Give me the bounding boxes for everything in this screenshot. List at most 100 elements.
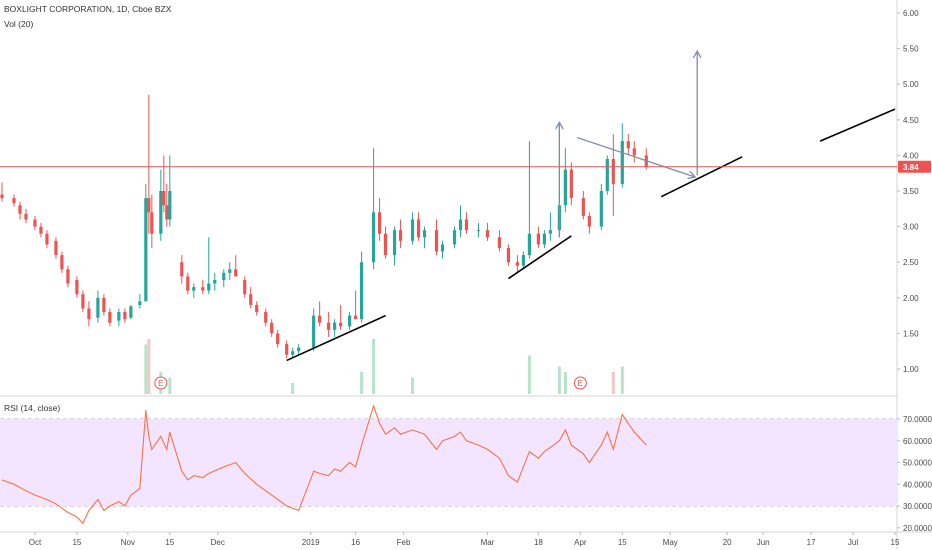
candle-body[interactable] (318, 315, 322, 323)
candle-body[interactable] (144, 198, 148, 302)
candle-body[interactable] (410, 219, 415, 241)
candle-body[interactable] (485, 230, 490, 238)
candle-body[interactable] (234, 269, 238, 277)
candle-body[interactable] (297, 347, 301, 352)
candle-body[interactable] (569, 169, 573, 199)
candle-body[interactable] (515, 262, 520, 266)
rsi-legend[interactable]: RSI (14, close) (4, 403, 60, 413)
candle-body[interactable] (599, 191, 603, 227)
candle-body[interactable] (377, 212, 382, 234)
candle-body[interactable] (201, 287, 205, 291)
candle-body[interactable] (626, 141, 630, 149)
candle-body[interactable] (213, 280, 217, 284)
candle-body[interactable] (527, 233, 532, 256)
drawing-tools[interactable] (286, 52, 896, 362)
candle-body[interactable] (123, 312, 127, 320)
candle-body[interactable] (12, 198, 16, 204)
candle-body[interactable] (542, 233, 546, 245)
candle-body[interactable] (605, 158, 609, 191)
candle-body[interactable] (147, 198, 151, 213)
candle-body[interactable] (102, 297, 106, 313)
candle-body[interactable] (521, 255, 526, 266)
candle-body[interactable] (563, 169, 567, 206)
candle-body[interactable] (162, 191, 166, 206)
candle-body[interactable] (312, 315, 316, 348)
trendline[interactable] (660, 156, 743, 198)
candle-body[interactable] (66, 269, 70, 284)
candle-body[interactable] (327, 322, 331, 330)
candle-body[interactable] (476, 230, 481, 232)
earnings-marker[interactable] (573, 376, 587, 390)
candle-body[interactable] (192, 287, 196, 291)
candle-body[interactable] (354, 315, 358, 320)
candle-body[interactable] (249, 294, 253, 305)
candle-body[interactable] (255, 304, 259, 313)
candle-body[interactable] (75, 280, 79, 295)
candle-body[interactable] (632, 148, 636, 156)
trendline[interactable] (507, 235, 572, 280)
candle-body[interactable] (0, 194, 4, 199)
candle-body[interactable] (180, 262, 184, 277)
candle-body[interactable] (81, 294, 85, 309)
candle-body[interactable] (581, 198, 585, 216)
candle-body[interactable] (54, 240, 58, 256)
candle-body[interactable] (548, 230, 552, 234)
trendline[interactable] (286, 314, 386, 362)
candle-body[interactable] (285, 344, 289, 355)
candle-body[interactable] (371, 212, 376, 263)
candle-body[interactable] (398, 230, 403, 241)
candle-body[interactable] (117, 312, 121, 321)
candle-body[interactable] (159, 191, 163, 234)
candle-body[interactable] (291, 351, 295, 355)
candle-body[interactable] (243, 280, 247, 295)
candle-body[interactable] (33, 219, 37, 227)
candle-body[interactable] (96, 297, 100, 318)
candle-body[interactable] (222, 272, 226, 280)
price-candles[interactable] (0, 94, 648, 359)
volume-legend[interactable]: Vol (20) (4, 19, 33, 29)
symbol-title[interactable]: BOXLIGHT CORPORATION, 1D, Cboe BZX (4, 4, 172, 14)
candle-body[interactable] (506, 247, 511, 263)
candle-body[interactable] (186, 276, 190, 291)
candle-body[interactable] (383, 233, 388, 256)
candle-body[interactable] (359, 262, 364, 320)
arrow-drawing[interactable] (577, 136, 694, 177)
candle-body[interactable] (333, 322, 337, 330)
candle-body[interactable] (270, 322, 274, 334)
candle-body[interactable] (87, 308, 91, 320)
candle-body[interactable] (39, 226, 43, 234)
candle-body[interactable] (207, 283, 211, 291)
candle-body[interactable] (458, 219, 463, 231)
candle-body[interactable] (587, 215, 591, 227)
candle-body[interactable] (416, 219, 421, 238)
trendline[interactable] (819, 108, 896, 142)
candle-body[interactable] (138, 301, 142, 305)
candle-body[interactable] (348, 315, 352, 327)
candle-body[interactable] (150, 212, 154, 234)
candle-body[interactable] (497, 237, 502, 248)
candle-body[interactable] (129, 306, 133, 318)
earnings-marker[interactable] (154, 376, 168, 390)
candle-body[interactable] (264, 312, 268, 323)
candle-body[interactable] (422, 230, 427, 238)
candle-body[interactable] (620, 141, 624, 184)
candle-body[interactable] (108, 312, 112, 323)
candle-body[interactable] (24, 213, 28, 220)
candle-body[interactable] (452, 230, 457, 245)
candle-body[interactable] (392, 230, 397, 256)
candle-body[interactable] (60, 255, 64, 270)
candle-body[interactable] (45, 233, 49, 245)
candle-body[interactable] (464, 219, 469, 231)
candle-body[interactable] (339, 322, 343, 327)
candle-body[interactable] (18, 205, 22, 214)
candle-body[interactable] (611, 158, 615, 184)
candle-body[interactable] (440, 244, 445, 252)
candle-body[interactable] (228, 269, 232, 273)
candle-body[interactable] (165, 205, 169, 220)
candle-body[interactable] (434, 230, 439, 252)
candle-body[interactable] (536, 233, 540, 245)
candle-body[interactable] (168, 191, 172, 220)
candle-body[interactable] (276, 333, 280, 345)
